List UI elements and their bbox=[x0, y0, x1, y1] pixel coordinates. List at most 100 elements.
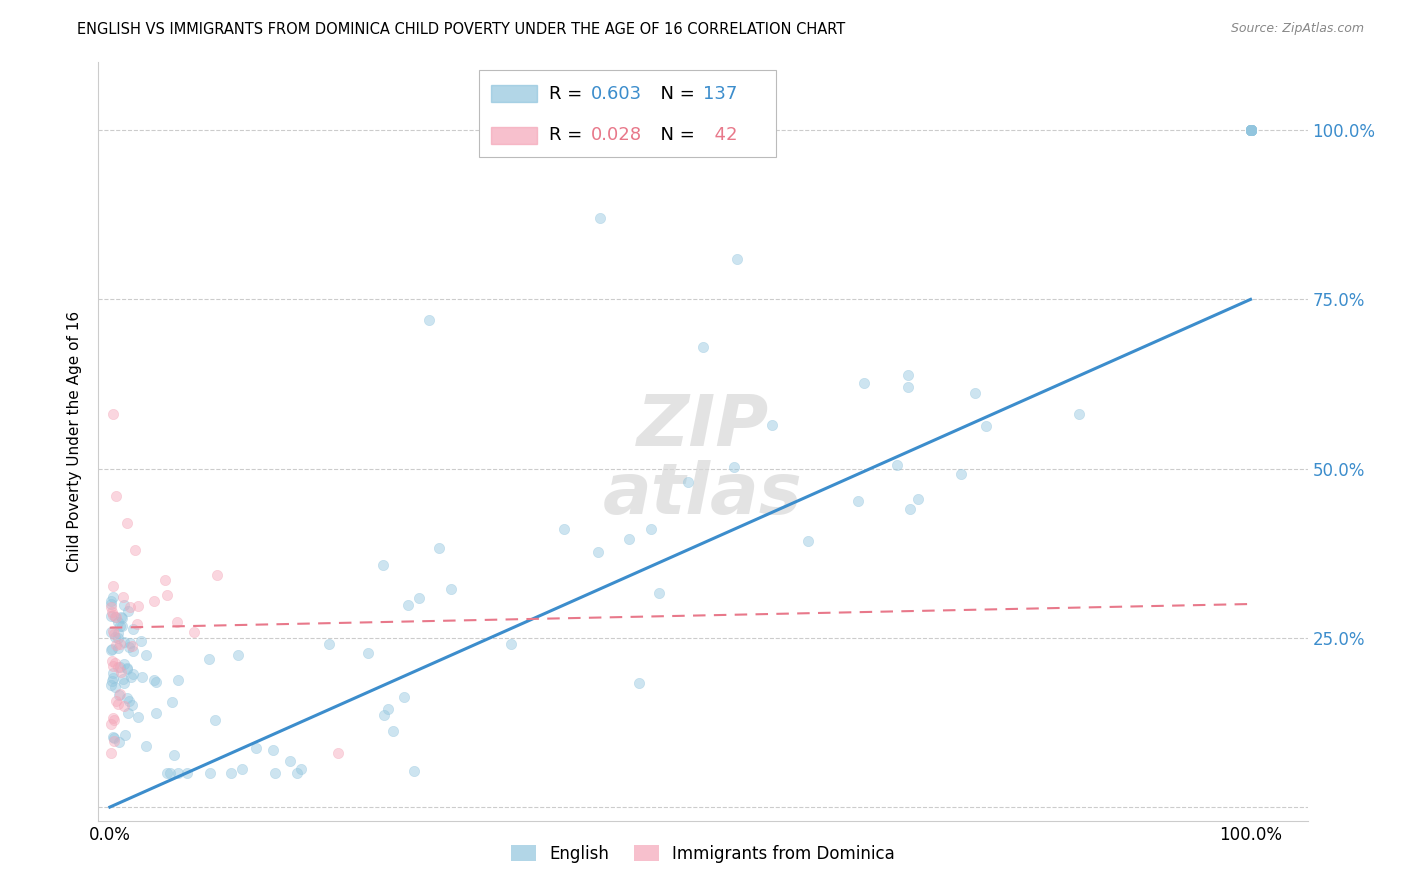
Point bbox=[846, 494, 869, 508]
Point bbox=[1239, 123, 1261, 137]
Point bbox=[100, 608, 122, 623]
Point bbox=[124, 542, 146, 557]
Point bbox=[725, 252, 748, 266]
Point bbox=[143, 594, 166, 608]
Point bbox=[156, 588, 179, 602]
Text: R =: R = bbox=[550, 85, 589, 103]
Text: Source: ZipAtlas.com: Source: ZipAtlas.com bbox=[1230, 22, 1364, 36]
Point bbox=[100, 717, 122, 731]
Point bbox=[145, 675, 167, 690]
Point bbox=[100, 594, 122, 608]
Point bbox=[101, 642, 124, 657]
Point bbox=[135, 739, 157, 753]
Point bbox=[373, 708, 395, 723]
Text: ZIP: ZIP bbox=[637, 392, 769, 461]
Point bbox=[1069, 408, 1091, 422]
Point bbox=[501, 637, 523, 651]
Point bbox=[135, 648, 157, 662]
Point bbox=[118, 640, 141, 655]
Point bbox=[357, 646, 380, 660]
Point bbox=[907, 491, 929, 506]
Point bbox=[108, 689, 131, 703]
Point bbox=[394, 690, 416, 705]
Point bbox=[110, 637, 132, 651]
Point bbox=[100, 746, 122, 760]
Bar bbox=[492, 127, 537, 144]
Point bbox=[101, 671, 124, 685]
Point bbox=[112, 675, 135, 690]
Point bbox=[183, 624, 205, 639]
Point bbox=[111, 619, 134, 633]
Point bbox=[107, 631, 129, 645]
Point bbox=[1239, 123, 1261, 137]
Point bbox=[111, 590, 134, 604]
Point bbox=[245, 740, 267, 755]
Point bbox=[396, 599, 419, 613]
Point bbox=[103, 731, 125, 745]
Point bbox=[110, 610, 132, 624]
Point bbox=[440, 582, 463, 596]
Point bbox=[723, 459, 745, 474]
Point bbox=[118, 600, 141, 615]
Point bbox=[117, 706, 139, 720]
Point bbox=[120, 670, 142, 684]
Point bbox=[100, 678, 122, 692]
Point bbox=[198, 652, 221, 666]
Point bbox=[108, 735, 131, 749]
Point bbox=[104, 630, 127, 644]
Point bbox=[108, 619, 131, 633]
Point bbox=[101, 579, 124, 593]
Point bbox=[100, 599, 122, 614]
Point bbox=[1239, 123, 1261, 137]
Point bbox=[153, 573, 176, 587]
Point bbox=[162, 748, 184, 763]
Point bbox=[1239, 123, 1261, 137]
Point bbox=[104, 681, 127, 695]
Point bbox=[107, 697, 129, 711]
Point bbox=[627, 676, 650, 690]
Point bbox=[797, 533, 820, 548]
Point bbox=[103, 730, 125, 744]
Point bbox=[219, 766, 242, 780]
Point bbox=[112, 657, 135, 672]
Text: N =: N = bbox=[648, 127, 700, 145]
Point bbox=[100, 655, 122, 669]
Point bbox=[122, 622, 145, 636]
Point bbox=[121, 640, 143, 654]
Point bbox=[107, 626, 129, 640]
Point bbox=[129, 634, 152, 648]
Point bbox=[115, 661, 138, 675]
Point bbox=[974, 418, 997, 433]
Point bbox=[1239, 123, 1261, 137]
Point bbox=[950, 467, 973, 481]
Point bbox=[167, 766, 190, 780]
Point bbox=[897, 368, 920, 382]
Point bbox=[127, 599, 149, 613]
Point bbox=[676, 475, 699, 490]
Point bbox=[107, 659, 129, 673]
Point bbox=[326, 746, 349, 760]
Point bbox=[1239, 123, 1261, 137]
Point bbox=[226, 648, 249, 662]
Text: 42: 42 bbox=[703, 127, 738, 145]
Point bbox=[110, 687, 132, 701]
Point bbox=[1239, 123, 1261, 137]
Point bbox=[1239, 123, 1261, 137]
Point bbox=[104, 609, 127, 624]
Point bbox=[1239, 123, 1261, 137]
Point bbox=[103, 713, 125, 727]
Point bbox=[1239, 123, 1261, 137]
Point bbox=[159, 766, 181, 780]
Point bbox=[898, 502, 921, 516]
Point bbox=[125, 616, 148, 631]
Text: 0.603: 0.603 bbox=[591, 85, 641, 103]
Point bbox=[1239, 123, 1261, 137]
Point bbox=[1239, 123, 1261, 137]
Point bbox=[108, 660, 131, 674]
Point bbox=[114, 699, 136, 714]
Point bbox=[118, 693, 141, 707]
Point bbox=[112, 598, 135, 612]
Point bbox=[418, 312, 440, 326]
Point bbox=[852, 376, 875, 390]
Point bbox=[897, 380, 920, 394]
